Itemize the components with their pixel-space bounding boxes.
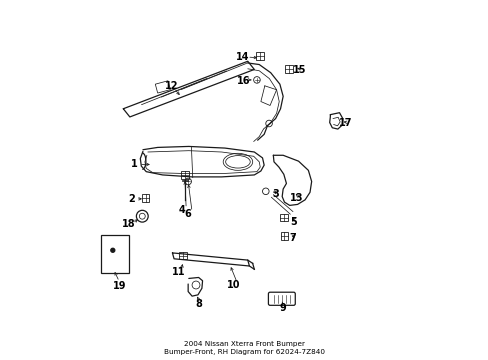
Bar (280, 232, 288, 240)
Text: 11: 11 (171, 267, 184, 277)
Text: 2: 2 (128, 194, 135, 204)
Text: 19: 19 (112, 281, 126, 291)
Bar (179, 252, 186, 260)
Text: 10: 10 (227, 280, 240, 290)
Text: 13: 13 (289, 193, 303, 203)
Text: 6: 6 (184, 208, 191, 219)
Bar (284, 65, 292, 73)
Bar (155, 81, 170, 93)
Bar (279, 213, 287, 221)
Circle shape (111, 248, 115, 252)
Text: 12: 12 (164, 81, 178, 91)
Text: 2004 Nissan Xterra Front Bumper
Bumper-Front, RH Diagram for 62024-7Z840: 2004 Nissan Xterra Front Bumper Bumper-F… (163, 341, 325, 355)
Bar (181, 171, 188, 179)
Text: 16: 16 (237, 76, 250, 86)
Text: 9: 9 (279, 303, 286, 313)
Text: 17: 17 (339, 117, 352, 127)
Text: 4: 4 (179, 205, 185, 215)
Bar (142, 194, 149, 202)
Text: 14: 14 (236, 52, 249, 62)
Bar (101, 235, 129, 273)
Text: 5: 5 (290, 217, 296, 227)
Bar (256, 52, 264, 60)
Text: 1: 1 (131, 159, 138, 170)
Text: 3: 3 (272, 189, 279, 199)
Text: 15: 15 (292, 65, 305, 75)
Text: 8: 8 (195, 299, 202, 309)
Text: 18: 18 (122, 219, 136, 229)
Text: 7: 7 (289, 233, 296, 243)
